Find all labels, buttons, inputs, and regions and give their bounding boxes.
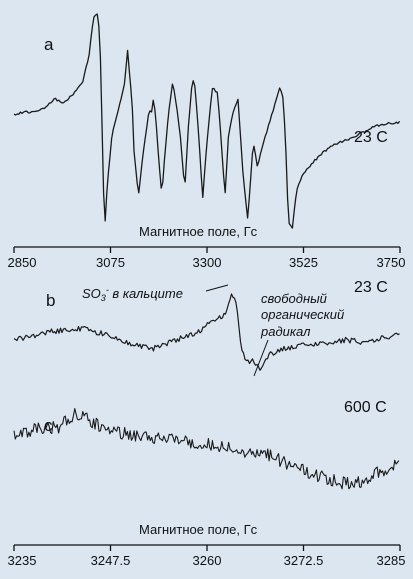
panel-c-ticks: 3235 3247.5 3260 3272.5 3285 <box>8 545 406 568</box>
panel-a: a 23 C Магнитное поле, Гс 2850 3075 3300 35… <box>8 13 406 270</box>
x-tick-label: 3272.5 <box>284 553 324 568</box>
panel-c-axis-title: Магнитное поле, Гс <box>139 522 258 537</box>
panel-c: c 600 C Магнитное поле, Гс 3235 3247.5 326… <box>8 399 406 568</box>
panel-b-label: b <box>46 291 55 310</box>
x-tick-label: 3285 <box>377 553 406 568</box>
x-tick-label: 3300 <box>193 255 222 270</box>
x-tick-label: 3750 <box>377 255 406 270</box>
spectrum-b-trace <box>13 293 400 371</box>
panel-a-temperature: 23 C <box>354 129 388 146</box>
panel-b-temperature: 23 C <box>354 279 388 296</box>
panel-a-ticks: 2850 3075 3300 3525 3750 <box>8 247 406 270</box>
annotation-so3: SO3- в кальците <box>82 285 183 303</box>
x-tick-label: 3247.5 <box>91 553 131 568</box>
panel-c-label: c <box>44 416 53 435</box>
spectrum-a-trace <box>13 13 401 229</box>
annotation-radical-pointer <box>253 339 269 377</box>
x-tick-label: 3075 <box>96 255 125 270</box>
annotation-radical: свободный органический радикал <box>260 291 348 339</box>
x-tick-label: 3235 <box>8 553 37 568</box>
x-tick-label: 2850 <box>8 255 37 270</box>
spectrum-c-trace <box>13 408 400 490</box>
panel-a-axis-title: Магнитное поле, Гс <box>139 224 258 239</box>
x-tick-label: 3260 <box>193 553 222 568</box>
panel-c-temperature: 600 C <box>344 399 387 416</box>
panel-b: b 23 C SO3- в кальците свободный органич… <box>13 279 400 377</box>
panel-a-label: a <box>44 35 54 54</box>
x-tick-label: 3525 <box>289 255 318 270</box>
annotation-so3-pointer <box>205 284 229 292</box>
